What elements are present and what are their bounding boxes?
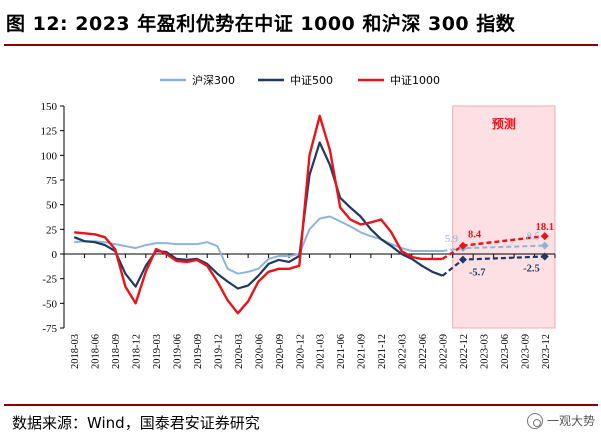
x-tick-label: 2021-03 bbox=[316, 334, 327, 369]
data-label: 5.9 bbox=[445, 234, 458, 245]
x-tick-label: 2021-09 bbox=[357, 334, 368, 369]
y-tick-label: -75 bbox=[42, 323, 57, 335]
x-tick-label: 2018-06 bbox=[91, 334, 102, 369]
x-tick-label: 2022-03 bbox=[398, 334, 409, 369]
y-tick-label: 0 bbox=[52, 249, 58, 261]
x-tick-label: 2019-06 bbox=[173, 334, 184, 369]
data-label: 18.1 bbox=[536, 222, 554, 233]
forecast-marker-zz1000 bbox=[458, 241, 467, 250]
x-tick-label: 2022-06 bbox=[418, 334, 429, 369]
data-label: -5.7 bbox=[469, 268, 486, 279]
series-line-hs300 bbox=[74, 215, 443, 275]
legend-label-zz500: 中证500 bbox=[290, 74, 333, 87]
forecast-marker-zz1000 bbox=[540, 232, 549, 241]
x-tick-label: 2021-06 bbox=[336, 334, 347, 369]
x-tick-label: 2019-12 bbox=[213, 334, 224, 369]
y-tick-label: 100 bbox=[41, 150, 58, 162]
y-tick-label: -50 bbox=[42, 298, 57, 310]
footer-divider bbox=[4, 404, 598, 406]
forecast-marker-zz500 bbox=[540, 252, 549, 261]
data-label: 8.4 bbox=[468, 230, 482, 241]
forecast-label: 预测 bbox=[492, 116, 516, 131]
forecast-marker-hs300 bbox=[540, 241, 549, 250]
x-tick-label: 2023-03 bbox=[479, 334, 490, 369]
y-tick-label: 75 bbox=[46, 175, 58, 187]
series-line-zz1000 bbox=[74, 114, 443, 315]
source-note: 数据来源：Wind，国泰君安证券研究 bbox=[12, 414, 260, 432]
y-tick-label: 50 bbox=[46, 200, 58, 212]
series-line-zz500 bbox=[73, 141, 443, 290]
x-tick-label: 2020-06 bbox=[254, 334, 265, 369]
data-label: -2.5 bbox=[523, 263, 540, 274]
legend-label-hs300: 沪深300 bbox=[192, 73, 235, 87]
x-tick-label: 2023-06 bbox=[500, 334, 511, 369]
forecast-region bbox=[452, 105, 556, 329]
x-tick-label: 2022-09 bbox=[438, 334, 449, 369]
line-chart: 预测 -75 -50 -25 0 25 50 75 100 125 150 2018-03 2018-… bbox=[41, 73, 556, 369]
x-tick-label: 2020-03 bbox=[234, 334, 245, 369]
title-divider bbox=[4, 44, 598, 46]
x-tick-label: 2020-09 bbox=[275, 334, 286, 369]
y-tick-label: 125 bbox=[41, 126, 58, 138]
wechat-icon bbox=[526, 412, 543, 429]
data-label: 8.5 bbox=[527, 232, 540, 243]
x-tick-label: 2023-09 bbox=[520, 334, 531, 369]
x-tick-label: 2018-09 bbox=[111, 334, 122, 369]
x-tick-label: 2018-12 bbox=[132, 334, 143, 369]
y-tick-label: 150 bbox=[41, 101, 58, 113]
x-tick-label: 2018-03 bbox=[70, 334, 81, 369]
x-tick-label: 2019-09 bbox=[193, 334, 204, 369]
y-tick-label: -25 bbox=[42, 274, 57, 286]
x-tick-label: 2021-12 bbox=[377, 334, 388, 369]
watermark: 一观大势 bbox=[526, 412, 595, 429]
legend-label-zz1000: 中证1000 bbox=[390, 74, 440, 87]
forecast-marker-zz500 bbox=[458, 255, 467, 264]
page-title: 图 12: 2023 年盈利优势在中证 1000 和沪深 300 指数 bbox=[6, 13, 516, 35]
watermark-text: 一观大势 bbox=[546, 414, 595, 428]
x-tick-label: 2023-12 bbox=[541, 334, 552, 369]
x-tick-label: 2019-03 bbox=[152, 334, 163, 369]
x-tick-label: 2022-12 bbox=[459, 334, 470, 369]
x-tick-label: 2020-12 bbox=[295, 334, 306, 369]
y-tick-label: 25 bbox=[46, 224, 58, 236]
